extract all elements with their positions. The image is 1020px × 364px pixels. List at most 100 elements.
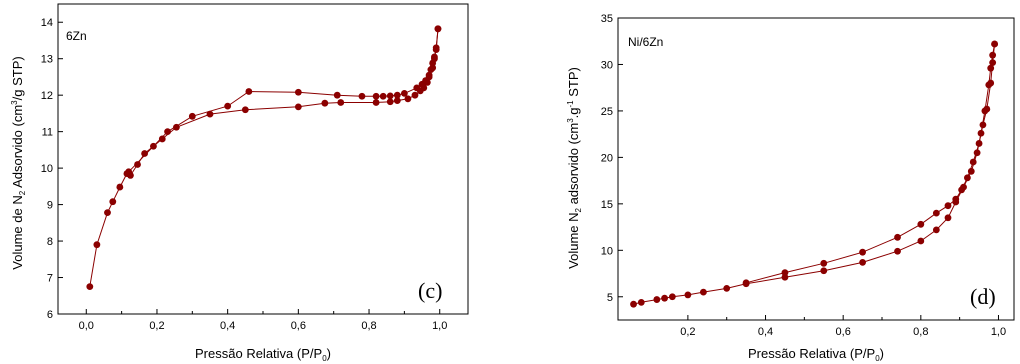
chart-ni-6zn-y-tick-label: 5	[607, 292, 613, 304]
chart-ni-6zn-x-tick-label: 0,2	[680, 326, 695, 338]
chart-6zn-y-title-2: Adsorvido (cm	[10, 105, 25, 191]
chart-6zn-data-point	[93, 241, 101, 249]
chart-6zn-data-point	[125, 168, 133, 176]
chart-ni-6zn-data-point	[917, 237, 925, 245]
chart-ni-6zn-y-tick-label: 20	[601, 152, 613, 164]
chart-ni-6zn-data-point	[983, 105, 991, 113]
chart-6zn-data-point	[206, 110, 214, 118]
chart-6zn-x-tick-label: 0,6	[291, 320, 306, 332]
chart-ni-6zn-y-title-1: Volume N	[566, 212, 581, 268]
chart-6zn-data-point	[134, 161, 141, 168]
chart-6zn-y-tick-label: 9	[47, 200, 53, 212]
chart-ni-6zn-data-point	[894, 233, 901, 241]
chart-ni-6zn-y-title-3: .g	[566, 107, 581, 118]
chart-ni-6zn-sample-name: Ni/6Zn	[628, 35, 663, 49]
chart-6zn-x-title-end: )	[327, 346, 331, 361]
chart-6zn-data-point	[434, 25, 442, 33]
chart-ni-6zn-y-axis-title: Volume N2 adsorvido (cm3.g-1 STP)	[566, 67, 583, 269]
chart-ni-6zn-x-axis-title: Pressão Relativa (P/P0)	[748, 346, 884, 363]
chart-6zn-data-point	[411, 91, 419, 99]
chart-ni-6zn-data-point	[964, 174, 971, 182]
chart-ni-6zn-data-point	[630, 300, 637, 308]
chart-ni-6zn-data-point	[653, 296, 661, 303]
chart-6zn-data-point	[418, 80, 426, 88]
chart-6zn-data-point	[379, 92, 387, 100]
chart-ni-6zn-ticks: 0,2 0,4 0,6 0,8 1,0 5 10 15 20 25 30 35	[601, 13, 1006, 338]
chart-ni-6zn-data-point	[637, 298, 645, 306]
chart-6zn-data-point	[241, 106, 249, 114]
chart-6zn-y-axis-title: Volume de N2 Adsorvido (cm3/g STP)	[10, 56, 27, 269]
chart-6zn-data-point	[400, 89, 408, 97]
chart-6zn-ticks: 0,0 0,2 0,4 0,6 0,8 1,0 6 7 8 9 10 11 12 13 14	[41, 17, 448, 332]
chart-ni-6zn-x-title-main: Pressão Relativa (P/P	[748, 346, 875, 361]
chart-6zn-x-axis-title: Pressão Relativa (P/P0)	[195, 346, 331, 363]
chart-6zn-data-point	[393, 91, 401, 99]
chart-ni-6zn-y-tick-label: 25	[601, 106, 613, 118]
chart-6zn-data-point	[337, 99, 345, 106]
chart-6zn-data-point	[425, 71, 433, 79]
chart-ni-6zn-data-point	[975, 140, 983, 147]
chart-ni-6zn-data-point	[979, 121, 987, 129]
chart-6zn-data-point	[358, 92, 366, 100]
chart-6zn-data-point	[432, 44, 440, 52]
chart-6zn-data-point	[164, 128, 171, 136]
chart-6zn-x-tick-label: 0,4	[220, 320, 235, 332]
chart-ni-6zn-x-tick-label: 1,0	[991, 326, 1006, 338]
chart-ni-6zn-y-tick-label: 10	[601, 245, 613, 257]
chart-ni-6zn-data-point	[989, 51, 997, 59]
chart-ni-6zn-data-point	[668, 293, 676, 301]
chart-6zn-y-tick-label: 14	[41, 17, 53, 29]
chart-ni-6zn-data-point	[820, 267, 828, 275]
chart-ni-6zn-panel-label: (d)	[970, 284, 996, 309]
chart-ni-6zn-marks	[630, 40, 998, 308]
chart-ni-6zn-y-tick-label: 35	[601, 13, 613, 25]
chart-6zn-data-point	[431, 55, 438, 63]
chart-6zn-x-title-main: Pressão Relativa (P/P	[195, 346, 322, 361]
chart-6zn-data-point	[321, 99, 329, 107]
chart-6zn-y-tick-label: 12	[41, 90, 53, 102]
chart-ni-6zn-data-point	[952, 195, 960, 203]
chart-6zn-data-point	[386, 98, 394, 106]
chart-6zn-marks	[86, 25, 442, 291]
chart-ni-6zn-data-point	[932, 209, 940, 217]
chart-6zn-x-title-sub: 0	[322, 354, 327, 363]
chart-ni-6zn-x-tick-label: 0,8	[913, 326, 928, 338]
chart-6zn-data-point	[109, 198, 117, 206]
chart-ni-6zn-data-point	[781, 273, 789, 281]
chart-6zn-y-tick-label: 8	[47, 236, 53, 248]
chart-6zn-data-point	[141, 150, 148, 157]
chart-ni-6zn-plot-frame	[617, 17, 1015, 321]
chart-ni-6zn-y-title-2: adsorvido (cm	[566, 123, 581, 208]
chart-ni-6zn-y-tick-label: 15	[601, 199, 613, 211]
chart-6zn-data-point	[333, 91, 341, 99]
chart-6zn-y-tick-label: 11	[42, 127, 53, 139]
chart-ni-6zn-data-point	[684, 291, 692, 299]
chart-ni-6zn-data-point	[781, 269, 789, 277]
chart-ni-6zn-x-title-sub: 0	[875, 354, 880, 363]
chart-6zn-y-title-sup: 3	[10, 100, 19, 105]
chart-ni-6zn-data-point	[969, 158, 977, 166]
chart-6zn-data-point	[372, 99, 380, 106]
chart-6zn-data-point	[429, 64, 437, 72]
chart-6zn-data-point	[393, 97, 401, 105]
chart-6zn-sample-name: 6Zn	[66, 29, 87, 43]
chart-6zn-data-point	[372, 92, 380, 100]
chart-6zn-data-point	[386, 92, 394, 100]
chart-ni-6zn-data-point	[742, 279, 750, 287]
chart-6zn-data-point	[404, 95, 412, 103]
chart-ni-6zn-y-title-sup: 3	[566, 118, 575, 123]
chart-ni-6zn-data-point	[944, 214, 952, 222]
chart-6zn-plot-frame	[57, 3, 469, 315]
chart-6zn-data-point	[188, 112, 196, 120]
chart-6zn-data-point	[294, 88, 302, 96]
chart-6zn-panel-label: (c)	[418, 278, 442, 303]
chart-ni-6zn-x-tick-label: 0,4	[758, 326, 773, 338]
chart-6zn-data-point	[86, 283, 94, 291]
chart-6zn: 0,0 0,2 0,4 0,6 0,8 1,0 6 7 8 9 10 11 12 13 14 6Zn (c)…	[10, 3, 469, 363]
chart-6zn-y-tick-label: 6	[47, 309, 53, 321]
chart-ni-6zn-data-point	[958, 186, 965, 194]
chart-ni-6zn-data-point	[820, 259, 828, 267]
chart-6zn-x-tick-label: 0,8	[361, 320, 376, 332]
chart-6zn-x-tick-label: 1,0	[432, 320, 447, 332]
